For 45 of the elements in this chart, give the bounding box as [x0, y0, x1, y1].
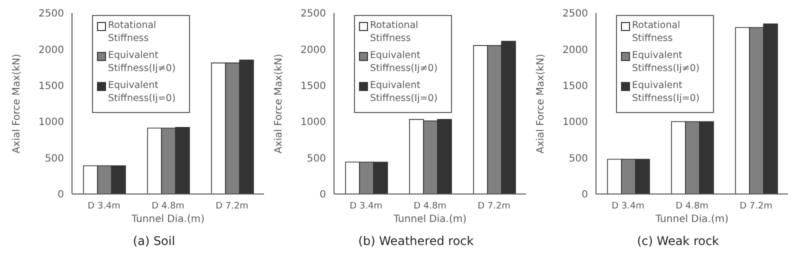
y-tick-label: 1500: [562, 80, 588, 92]
y-tick-label: 2000: [300, 44, 326, 56]
y-tick-label: 2500: [38, 8, 64, 20]
x-axis-title: Tunnel Dia.(m): [654, 214, 729, 225]
y-tick-label: 0: [582, 190, 588, 201]
x-tick-label: D 7.2m: [740, 201, 772, 212]
x-tick-label: D 7.2m: [478, 201, 510, 212]
x-tick-label: D 3.4m: [350, 201, 382, 212]
text: (b) Weathered rock: [357, 234, 475, 248]
y-tick-label: 1000: [300, 117, 326, 128]
x-axis-title: Tunnel Dia.(m): [130, 214, 205, 225]
text: (a) Soil: [132, 234, 176, 248]
y-axis-title: Axial Force Max(kN): [536, 54, 547, 154]
y-tick-label: 1500: [38, 80, 64, 92]
x-tick-label: D 3.4m: [612, 201, 644, 212]
legend-label: Equivalent Stiffness(Ij=0): [370, 79, 439, 105]
legend-label: Rotational Stiffness: [108, 19, 158, 45]
y-tick-label: 0: [320, 190, 326, 201]
x-axis-title: Tunnel Dia.(m): [392, 214, 467, 225]
legend-label: Rotational Stiffness: [370, 19, 420, 45]
y-tick-label: 2500: [562, 8, 588, 20]
y-tick-label: 500: [44, 153, 64, 164]
y-tick-label: 1000: [38, 117, 64, 128]
x-tick-label: D 3.4m: [88, 201, 120, 212]
y-tick-label: 500: [306, 153, 326, 164]
y-tick-label: 1500: [300, 80, 326, 92]
y-axis-title: Axial Force Max(kN): [12, 54, 23, 154]
x-tick-label: D 4.8m: [414, 201, 446, 212]
x-tick-label: D 4.8m: [676, 201, 708, 212]
y-tick-label: 0: [58, 190, 64, 201]
y-tick-label: 500: [568, 153, 588, 164]
legend-label: Equivalent Stiffness(Ij≠0): [370, 49, 439, 75]
legend-label: Equivalent Stiffness(Ij≠0): [108, 49, 177, 75]
x-tick-label: D 4.8m: [152, 201, 184, 212]
y-axis-title: Axial Force Max(kN): [274, 54, 285, 154]
text: (c) Weak rock: [636, 234, 720, 248]
x-tick-label: D 7.2m: [216, 201, 248, 212]
legend-label: Equivalent Stiffness(Ij=0): [632, 79, 701, 105]
y-tick-label: 2000: [562, 44, 588, 56]
y-tick-label: 1000: [562, 117, 588, 128]
legend-label: Rotational Stiffness: [632, 19, 682, 45]
legend-label: Equivalent Stiffness(Ij=0): [108, 79, 177, 105]
legend-label: Equivalent Stiffness(Ij≠0): [632, 49, 701, 75]
y-tick-label: 2000: [38, 44, 64, 56]
y-tick-label: 2500: [300, 8, 326, 20]
